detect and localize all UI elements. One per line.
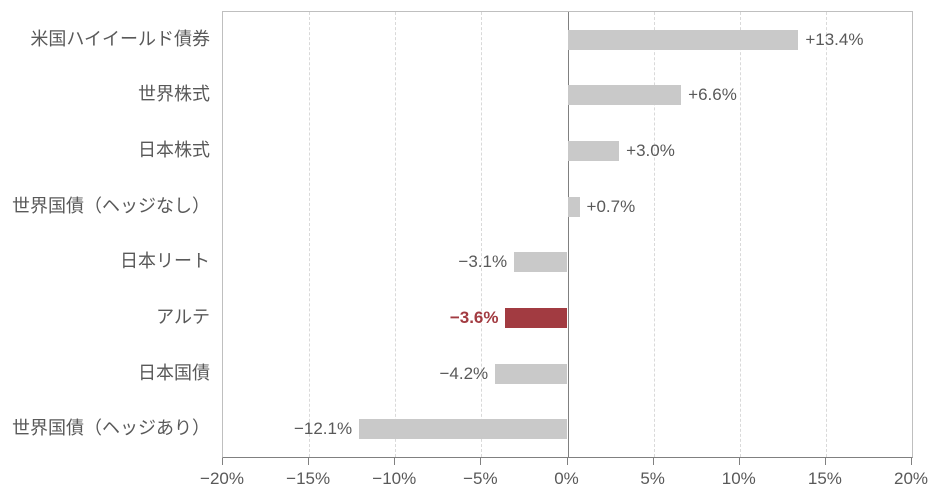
x-axis-tick [738, 458, 740, 465]
bar [514, 252, 568, 273]
gridline [395, 12, 397, 457]
gridline [739, 12, 741, 457]
category-label: 世界国債（ヘッジあり） [12, 418, 210, 439]
x-tick-label: 5% [640, 469, 665, 488]
x-tick-label: 0% [554, 469, 579, 488]
x-axis-tick [480, 458, 482, 465]
gridline [481, 12, 483, 457]
value-label: +6.6% [688, 85, 737, 105]
x-tick-label: 20% [893, 469, 929, 488]
x-tick-label: −10% [372, 469, 417, 488]
x-axis-tick [308, 458, 310, 465]
value-label: −3.6% [449, 307, 499, 327]
bar [567, 29, 799, 50]
x-tick-label: −20% [200, 469, 244, 488]
value-label: −12.1% [293, 419, 353, 439]
value-label: +13.4% [805, 29, 864, 49]
x-axis-tick [824, 458, 826, 465]
value-label: +0.7% [586, 196, 636, 216]
x-axis: −20% −15% −10% −5% 0% 5% 10% 15% 20% [200, 458, 928, 500]
x-axis-tick [652, 458, 654, 465]
bar [359, 419, 568, 440]
bar [567, 196, 580, 217]
gridline [309, 12, 311, 457]
x-tick-label: 15% [807, 469, 842, 488]
bar [567, 141, 620, 162]
x-axis-tick [566, 458, 568, 465]
category-label: 米国ハイイールド債券 [30, 28, 210, 49]
value-label: +3.0% [626, 141, 675, 161]
zero-axis-line [567, 12, 569, 457]
gridline [653, 12, 655, 457]
category-label: 日本株式 [138, 140, 210, 161]
category-label: 日本国債 [138, 362, 210, 383]
x-tick-label: −5% [463, 469, 498, 488]
plot-area: +13.4% +6.6% +3.0% +0.7% −3.1% −3.6% −4.2% −12.… [222, 11, 913, 458]
x-axis-tick [911, 458, 912, 465]
category-label: 世界株式 [138, 84, 210, 105]
bar [495, 363, 568, 384]
value-label: −3.1% [458, 252, 508, 272]
value-label: −4.2% [439, 363, 489, 383]
category-label: アルテ [156, 306, 210, 327]
category-label: 日本リート [120, 251, 210, 272]
x-tick-label: 10% [721, 469, 756, 488]
x-tick-label: −15% [286, 469, 331, 488]
category-label: 世界国債（ヘッジなし） [12, 195, 210, 216]
highlight-bar [505, 307, 568, 328]
category-axis: 米国ハイイールド債券世界株式日本株式世界国債（ヘッジなし） 日本リートアルテ日本国… [0, 11, 210, 458]
gridline [825, 12, 827, 457]
x-axis-tick [394, 458, 396, 465]
x-axis-tick [222, 458, 223, 465]
bar [567, 85, 682, 106]
